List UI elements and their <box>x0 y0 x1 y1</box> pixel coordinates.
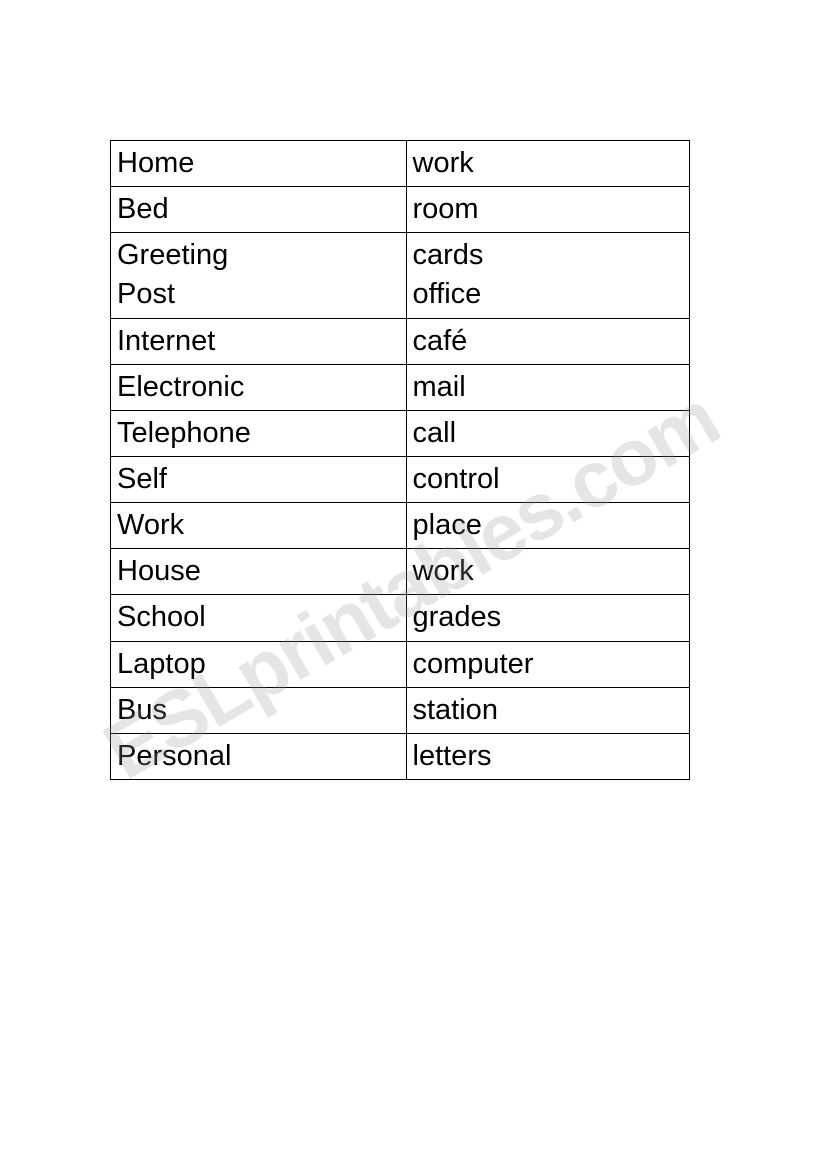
cell-right: grades <box>406 595 690 641</box>
table-row: Telephonecall <box>111 410 690 456</box>
cell-right: mail <box>406 364 690 410</box>
cell-right: room <box>406 187 690 233</box>
cell-left: Self <box>111 456 407 502</box>
cell-right: work <box>406 549 690 595</box>
table-row: Busstation <box>111 687 690 733</box>
cell-left: Telephone <box>111 410 407 456</box>
cell-left: Bus <box>111 687 407 733</box>
cell-left: House <box>111 549 407 595</box>
cell-right: work <box>406 141 690 187</box>
cell-right: cardsoffice <box>406 233 690 318</box>
table-row: Laptopcomputer <box>111 641 690 687</box>
cell-right: café <box>406 318 690 364</box>
cell-left: Home <box>111 141 407 187</box>
table-row: Electronicmail <box>111 364 690 410</box>
table-body: HomeworkBedroomGreetingPostcardsofficeIn… <box>111 141 690 780</box>
cell-right: computer <box>406 641 690 687</box>
table-row: Selfcontrol <box>111 456 690 502</box>
cell-right: letters <box>406 733 690 779</box>
cell-right: station <box>406 687 690 733</box>
table-row: Workplace <box>111 503 690 549</box>
cell-left: Electronic <box>111 364 407 410</box>
cell-left: Internet <box>111 318 407 364</box>
cell-left: School <box>111 595 407 641</box>
cell-right: call <box>406 410 690 456</box>
page-container: HomeworkBedroomGreetingPostcardsofficeIn… <box>0 0 821 780</box>
table-row: GreetingPostcardsoffice <box>111 233 690 318</box>
cell-left: GreetingPost <box>111 233 407 318</box>
compound-words-table: HomeworkBedroomGreetingPostcardsofficeIn… <box>110 140 690 780</box>
table-row: Schoolgrades <box>111 595 690 641</box>
cell-left: Laptop <box>111 641 407 687</box>
cell-left: Work <box>111 503 407 549</box>
cell-left: Personal <box>111 733 407 779</box>
table-row: Homework <box>111 141 690 187</box>
table-row: Internetcafé <box>111 318 690 364</box>
table-row: Housework <box>111 549 690 595</box>
table-row: Bedroom <box>111 187 690 233</box>
cell-left: Bed <box>111 187 407 233</box>
table-row: Personalletters <box>111 733 690 779</box>
cell-right: control <box>406 456 690 502</box>
cell-right: place <box>406 503 690 549</box>
